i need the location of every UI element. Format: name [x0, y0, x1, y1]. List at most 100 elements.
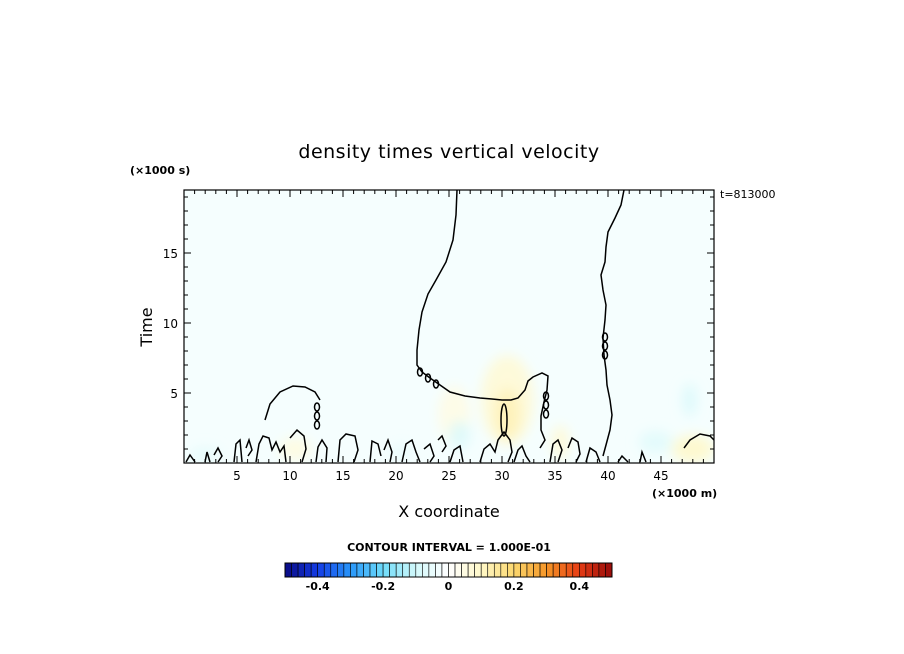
x-tick-label: 20 [388, 469, 403, 483]
colorbar-segment [395, 562, 404, 578]
y-tick-label: 15 [163, 247, 178, 261]
x-tick-label: 35 [547, 469, 562, 483]
contour-loop [542, 409, 550, 419]
colorbar-segment [500, 562, 508, 578]
colorbar-tick-label: -0.4 [306, 580, 330, 593]
x-tick-label: 30 [494, 469, 509, 483]
contour-loop [432, 379, 440, 389]
colorbar-segment [408, 562, 417, 578]
contour-loop [542, 391, 550, 401]
colorbar-segment [605, 562, 613, 578]
field-blob [671, 435, 714, 463]
colorbar-segment [448, 562, 456, 578]
field-blob [638, 430, 673, 454]
colorbar-segment [317, 562, 325, 578]
colorbar-frame [284, 562, 613, 578]
contour-loop [313, 420, 321, 430]
contour-loop [601, 341, 609, 351]
colorbar-segment [559, 562, 567, 578]
colorbar-segment [487, 562, 495, 578]
contour-interval-note: CONTOUR INTERVAL = 1.000E-01 [347, 541, 551, 554]
contour-loop [601, 332, 609, 342]
colorbar-segment [565, 562, 574, 578]
colorbar-segment [572, 562, 580, 578]
colorbar-segment [343, 562, 351, 578]
colorbar-segment [520, 562, 528, 578]
field-blob [551, 425, 569, 459]
colorbar-segment [467, 562, 475, 578]
field-blob [189, 447, 222, 462]
colorbar-tick-label: -0.2 [371, 580, 395, 593]
x-tick-label: 10 [282, 469, 297, 483]
time-stamp: t=813000 [720, 188, 776, 201]
colorbar-segment [323, 562, 332, 578]
contour-line-center [416, 190, 549, 449]
colorbar-segment [337, 562, 345, 578]
x-tick-label: 15 [335, 469, 350, 483]
colorbar-segment [330, 562, 338, 578]
x-axis-label: X coordinate [398, 502, 499, 521]
field-blob [449, 421, 471, 449]
x-tick-label: 25 [441, 469, 456, 483]
colorbar-tick-label: 0.4 [570, 580, 590, 593]
colorbar-segment [578, 562, 587, 578]
colorbar-segment [592, 562, 600, 578]
contour-loop [313, 411, 321, 421]
colorbar-segment [461, 562, 469, 578]
colorbar-segment [546, 562, 554, 578]
colorbar-segment [297, 562, 305, 578]
contour-line-right [600, 190, 625, 457]
chart-title: density times vertical velocity [298, 141, 599, 163]
colorbar-tick-label: 0 [445, 580, 453, 593]
contour-bump-left [264, 385, 321, 421]
contour-loop [416, 367, 424, 377]
contour-lines [185, 190, 714, 463]
colorbar-segment [552, 562, 560, 578]
colorbar-segment [402, 562, 410, 578]
field-blob [682, 383, 698, 417]
colorbar-segment [422, 562, 430, 578]
y-tick-labels: 5 10 15 [163, 247, 178, 401]
colorbar-segment [284, 562, 292, 578]
colorbar-segment [415, 562, 423, 578]
colorbar-segment [435, 562, 443, 578]
colorbar-segment [382, 562, 390, 578]
contour-noise-bottom [185, 428, 714, 463]
x-tick-label: 5 [233, 469, 241, 483]
minor-ticks [184, 190, 714, 463]
colorbar-segment [376, 562, 384, 578]
y-axis-label: Time [137, 307, 156, 347]
colorbar-segment [585, 562, 593, 578]
colorbar [284, 562, 613, 578]
x-tick-label: 45 [653, 469, 668, 483]
colorbar-segment [356, 562, 364, 578]
field-blob [279, 437, 312, 461]
colorbar-segment [304, 562, 312, 578]
colorbar-labels: -0.4 -0.2 0 0.2 0.4 [306, 580, 590, 593]
colorbar-segment [513, 562, 521, 578]
colorbar-segment [350, 562, 358, 578]
colorbar-segment [474, 562, 482, 578]
colorbar-segment [533, 562, 541, 578]
colorbar-segment [539, 562, 547, 578]
x-tick-label: 40 [600, 469, 615, 483]
colorbar-segment [363, 562, 371, 578]
colorbar-segment [454, 562, 462, 578]
colorbar-segment [493, 562, 502, 578]
contour-loop [313, 402, 321, 412]
colorbar-segment [389, 562, 397, 578]
y-tick-label: 10 [163, 317, 178, 331]
field-blob [390, 443, 412, 461]
x-tick-labels: 5 10 15 20 25 30 35 40 45 [233, 469, 668, 483]
colorbar-segment [428, 562, 436, 578]
contour-loop [424, 373, 432, 383]
y-unit-label: (×1000 s) [130, 164, 190, 177]
colorbar-segment [480, 562, 489, 578]
colorbar-segment [291, 562, 299, 578]
y-tick-label: 5 [170, 387, 178, 401]
colorbar-segment [598, 562, 606, 578]
contour-loop [601, 350, 609, 360]
colorbar-tick-label: 0.2 [504, 580, 524, 593]
colorbar-segment [310, 562, 319, 578]
